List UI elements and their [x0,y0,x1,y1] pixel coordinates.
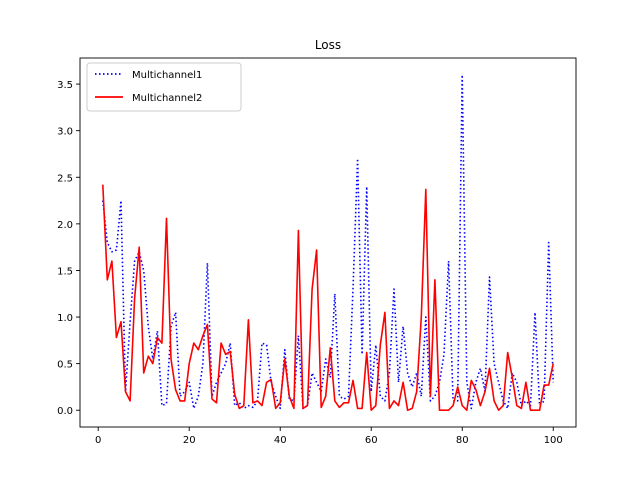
y-tick-label: 0.0 [57,406,73,417]
plot-lines [102,74,554,412]
x-tick-label: 40 [274,435,287,446]
y-tick-label: 2.0 [57,220,73,231]
y-tick-label: 3.5 [57,80,73,91]
x-tick-label: 20 [183,435,196,446]
y-tick-label: 1.5 [57,266,73,277]
x-tick-label: 100 [544,435,563,446]
plot-frame [79,57,577,428]
y-tick-label: 1.0 [57,313,73,324]
chart-title: Loss [315,38,341,52]
axes: 0 20 40 60 80 100 0.0 0.5 1.0 1.5 2.0 2.5 3.0 3.5 [57,57,577,446]
x-tick-label: 0 [95,435,101,446]
y-tick-label: 0.5 [57,360,73,371]
legend-label-multichannel2: Multichannel2 [132,93,202,104]
series-line-multichannel2 [102,184,554,412]
legend: Multichannel1 Multichannel2 [86,62,242,112]
y-tick-label: 3.0 [57,127,73,138]
legend-label-multichannel1: Multichannel1 [132,70,202,81]
legend-box [86,62,242,112]
y-tick-label: 2.5 [57,173,73,184]
x-tick-label: 80 [456,435,469,446]
x-tick-label: 60 [365,435,378,446]
